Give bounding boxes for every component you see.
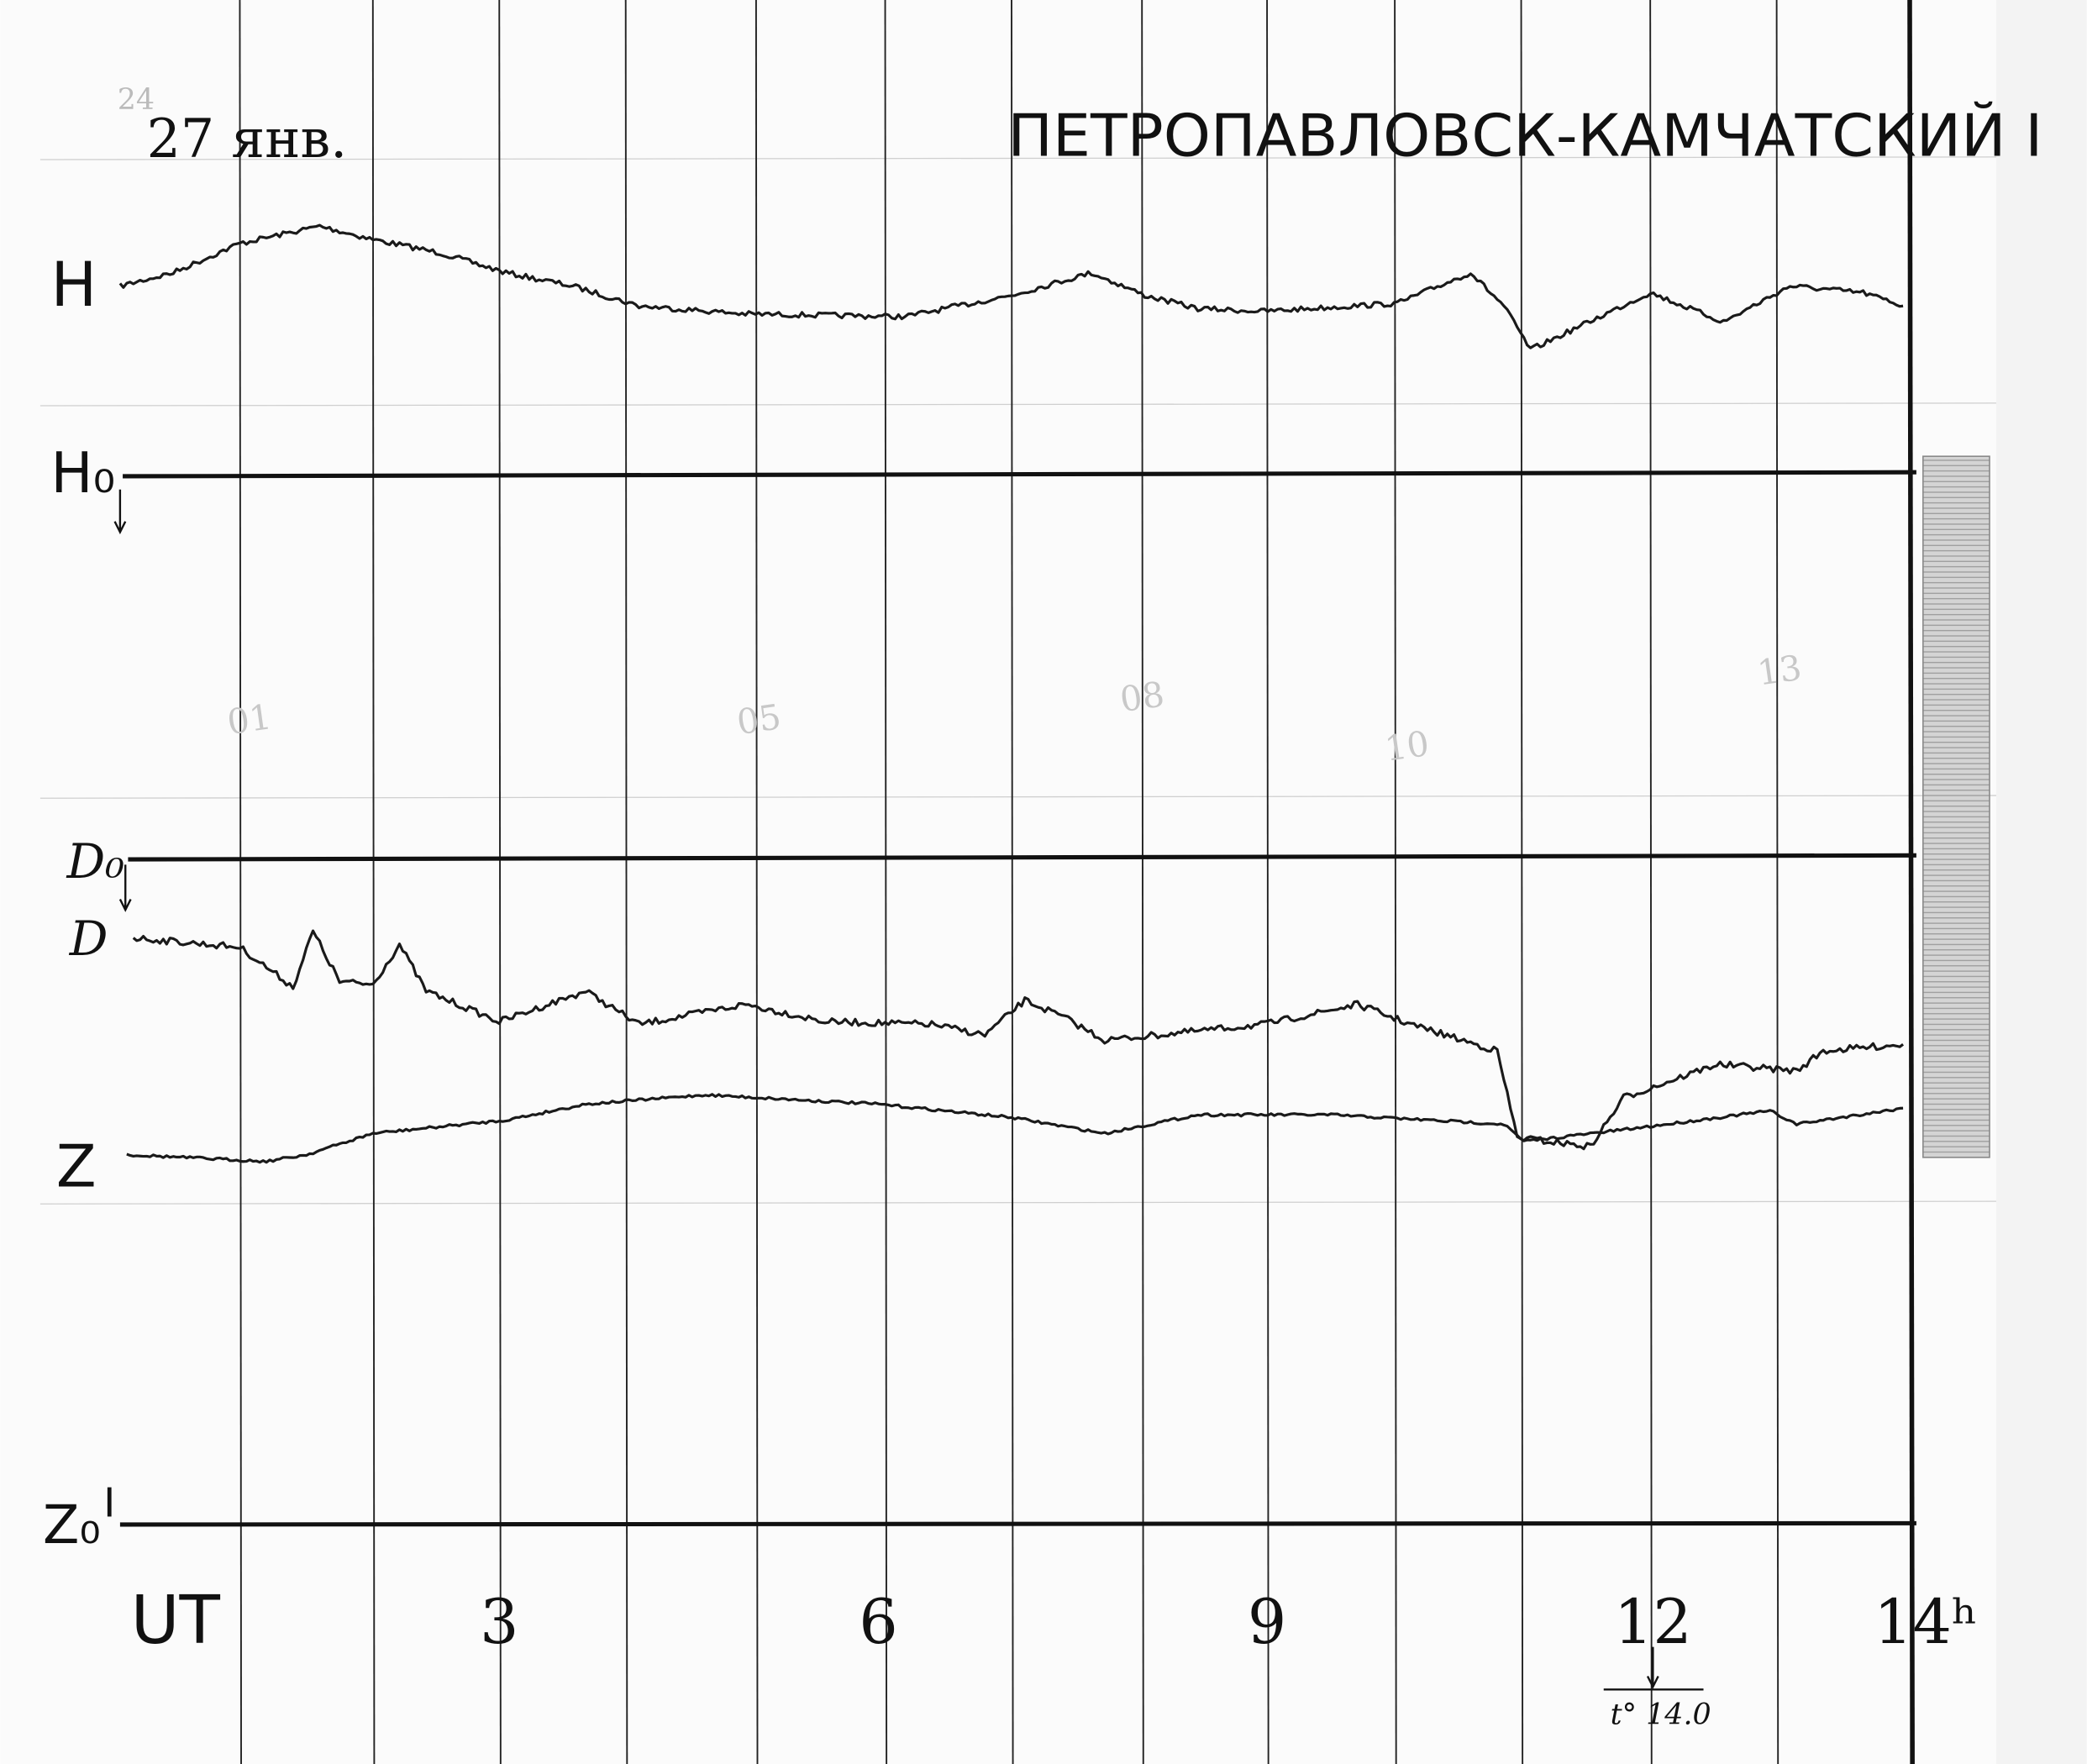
hour-line bbox=[1520, 0, 1524, 1764]
date: 27 янв. bbox=[147, 108, 348, 170]
end-line bbox=[1907, 0, 1915, 1764]
arrow bbox=[118, 864, 132, 912]
h0-baseline bbox=[123, 470, 1916, 479]
rule bbox=[39, 402, 1996, 407]
trace-label: Z bbox=[56, 1133, 97, 1201]
trace-label: D bbox=[69, 911, 108, 967]
pencil-mark: 13 bbox=[1755, 648, 1805, 694]
hour-line bbox=[624, 0, 628, 1764]
time-label: UT bbox=[131, 1582, 221, 1659]
temperature: t° 14.0 bbox=[1611, 1698, 1711, 1731]
hour-line bbox=[498, 0, 502, 1764]
h-trace bbox=[118, 223, 1904, 349]
pencil-note: 24 bbox=[118, 83, 155, 117]
pencil-mark: 08 bbox=[1117, 674, 1167, 720]
station-title: ПЕТРОПАВЛОВСК-КАМЧАТСКИЙ I bbox=[1007, 101, 2042, 170]
hour-line bbox=[1266, 0, 1270, 1764]
time-label: 9 bbox=[1248, 1587, 1286, 1658]
z-trace bbox=[126, 1093, 1904, 1164]
d-trace bbox=[132, 929, 1905, 1151]
time-label: 3 bbox=[480, 1587, 518, 1658]
trace-label: Z₀ bbox=[43, 1494, 101, 1556]
trace-label: H₀ bbox=[51, 440, 116, 506]
paper-edge bbox=[1995, 0, 2087, 1764]
scale-strip bbox=[1922, 455, 1990, 1158]
time-label: 6 bbox=[859, 1587, 897, 1658]
rule bbox=[39, 156, 1996, 160]
arrows bbox=[107, 489, 132, 1517]
traces bbox=[118, 223, 1905, 1164]
trace-label: H bbox=[51, 249, 97, 321]
hour-line bbox=[239, 0, 242, 1764]
pencil-mark: 10 bbox=[1382, 723, 1432, 769]
z0-baseline bbox=[119, 1520, 1916, 1527]
pencil-mark: 01 bbox=[224, 696, 274, 743]
rule bbox=[39, 795, 1996, 799]
hour-line bbox=[884, 0, 888, 1764]
faint-rules bbox=[39, 156, 1996, 1205]
trace-label: D₀ bbox=[66, 834, 125, 890]
temperature-arrow bbox=[1603, 1646, 1704, 1691]
arrow bbox=[113, 489, 127, 535]
time-label: 12 bbox=[1614, 1587, 1692, 1658]
hour-line bbox=[371, 0, 376, 1764]
rule bbox=[39, 1200, 1996, 1205]
pencil-mark: 05 bbox=[734, 696, 784, 743]
hour-line bbox=[754, 0, 759, 1764]
d0-baseline bbox=[128, 853, 1916, 862]
time-label: 14ʰ bbox=[1874, 1587, 1978, 1658]
hour-line bbox=[1011, 0, 1014, 1764]
hour-line bbox=[1394, 0, 1397, 1764]
